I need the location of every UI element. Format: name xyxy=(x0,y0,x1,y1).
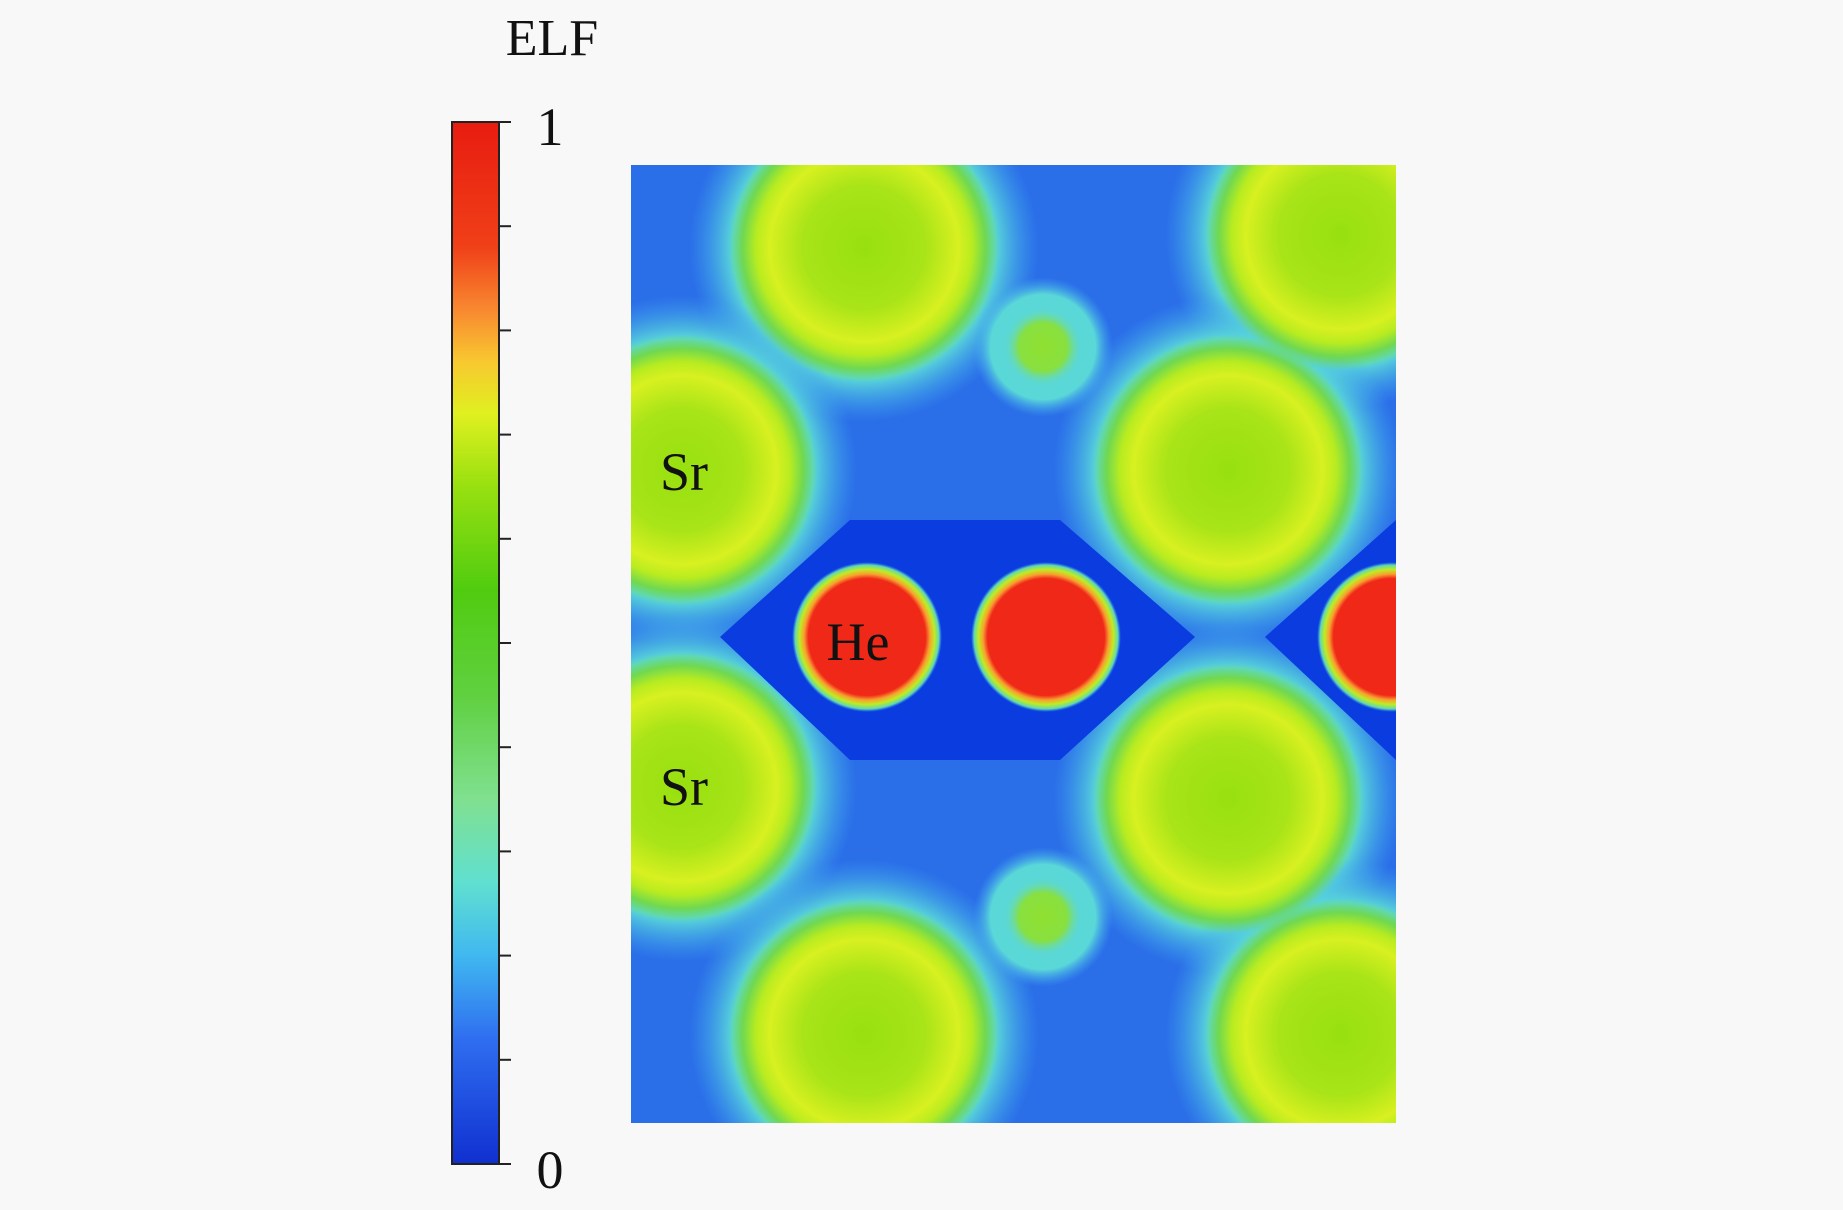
colorbar-min-label: 0 xyxy=(537,1140,564,1200)
colorbar-title: ELF xyxy=(506,10,598,67)
atom-label-sr-upper: Sr xyxy=(660,442,708,502)
sr-atoms xyxy=(631,165,1396,1123)
interstitial-spot xyxy=(1003,307,1083,387)
elf-map xyxy=(631,165,1396,1123)
atom-label-sr-lower: Sr xyxy=(660,757,708,817)
atom-label-he: He xyxy=(827,612,890,672)
colorbar-ticks xyxy=(499,121,511,1165)
interstitial-spot xyxy=(1003,877,1083,957)
colorbar xyxy=(451,121,500,1165)
he-atoms xyxy=(792,562,1396,712)
colorbar-max-label: 1 xyxy=(537,97,564,157)
